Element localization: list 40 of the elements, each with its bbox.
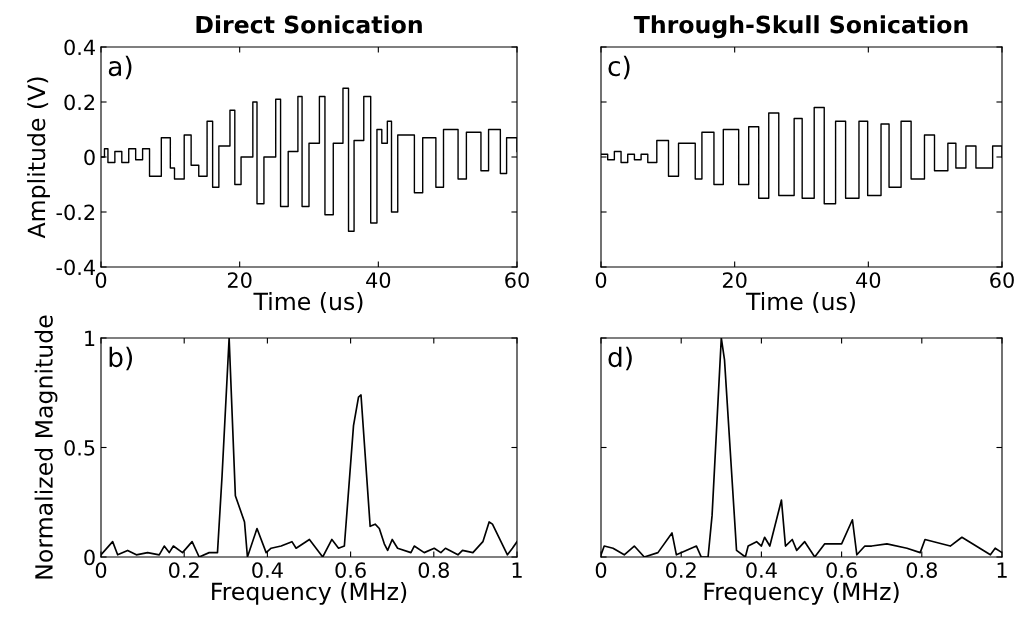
x-axis-title: Time (us) bbox=[253, 292, 363, 314]
x-tick-label: 0.6 bbox=[335, 562, 366, 578]
annotation: c) bbox=[608, 55, 630, 80]
x-tick-label: 0 bbox=[595, 272, 607, 288]
x-tick-label: 0.8 bbox=[418, 562, 449, 578]
x-tick-label: 60 bbox=[505, 272, 529, 288]
x-axis-title: Frequency (MHz) bbox=[704, 582, 899, 605]
x-axis-title: Frequency (MHz) bbox=[212, 582, 407, 605]
annotation: d) bbox=[608, 346, 632, 371]
y-tick-label: 0.2 bbox=[64, 94, 95, 111]
x-tick-label: 20 bbox=[722, 272, 747, 288]
x-tick-label: 0.2 bbox=[666, 562, 696, 578]
y-tick-label: 0 bbox=[84, 549, 95, 566]
x-tick-label: 0 bbox=[95, 562, 107, 578]
x-tick-label: 20 bbox=[227, 272, 252, 288]
x-tick-label: 1 bbox=[512, 562, 522, 578]
x-axis-title: Time (us) bbox=[745, 292, 855, 314]
x-tick-label: 40 bbox=[366, 272, 391, 288]
y-tick-label: 0.5 bbox=[64, 439, 95, 456]
annotation: a) bbox=[108, 55, 132, 80]
x-tick-label: 40 bbox=[856, 272, 881, 288]
x-tick-label: 0.4 bbox=[746, 562, 777, 578]
y-axis-title: Amplitude (V) bbox=[27, 77, 50, 239]
y-axis-title: Normalized Magnitude bbox=[34, 315, 58, 579]
x-tick-label: 60 bbox=[990, 272, 1014, 288]
annotation: b) bbox=[109, 346, 133, 371]
x-tick-label: 0 bbox=[595, 562, 607, 578]
x-tick-label: 1 bbox=[997, 562, 1007, 578]
chart-title: Direct Sonication bbox=[196, 15, 422, 34]
y-tick-label: -0.4 bbox=[56, 259, 95, 276]
x-tick-label: 0.2 bbox=[169, 562, 199, 578]
y-tick-label: 1 bbox=[85, 330, 95, 346]
y-tick-label: 0 bbox=[84, 149, 95, 166]
x-tick-label: 0 bbox=[95, 272, 107, 288]
y-tick-label: -0.2 bbox=[56, 204, 95, 221]
y-tick-label: 0.4 bbox=[64, 39, 95, 56]
x-tick-label: 0.8 bbox=[906, 562, 937, 578]
chart-title: Through-Skull Sonication bbox=[633, 15, 968, 39]
x-tick-label: 0.6 bbox=[826, 562, 857, 578]
x-tick-label: 0.4 bbox=[252, 562, 283, 578]
